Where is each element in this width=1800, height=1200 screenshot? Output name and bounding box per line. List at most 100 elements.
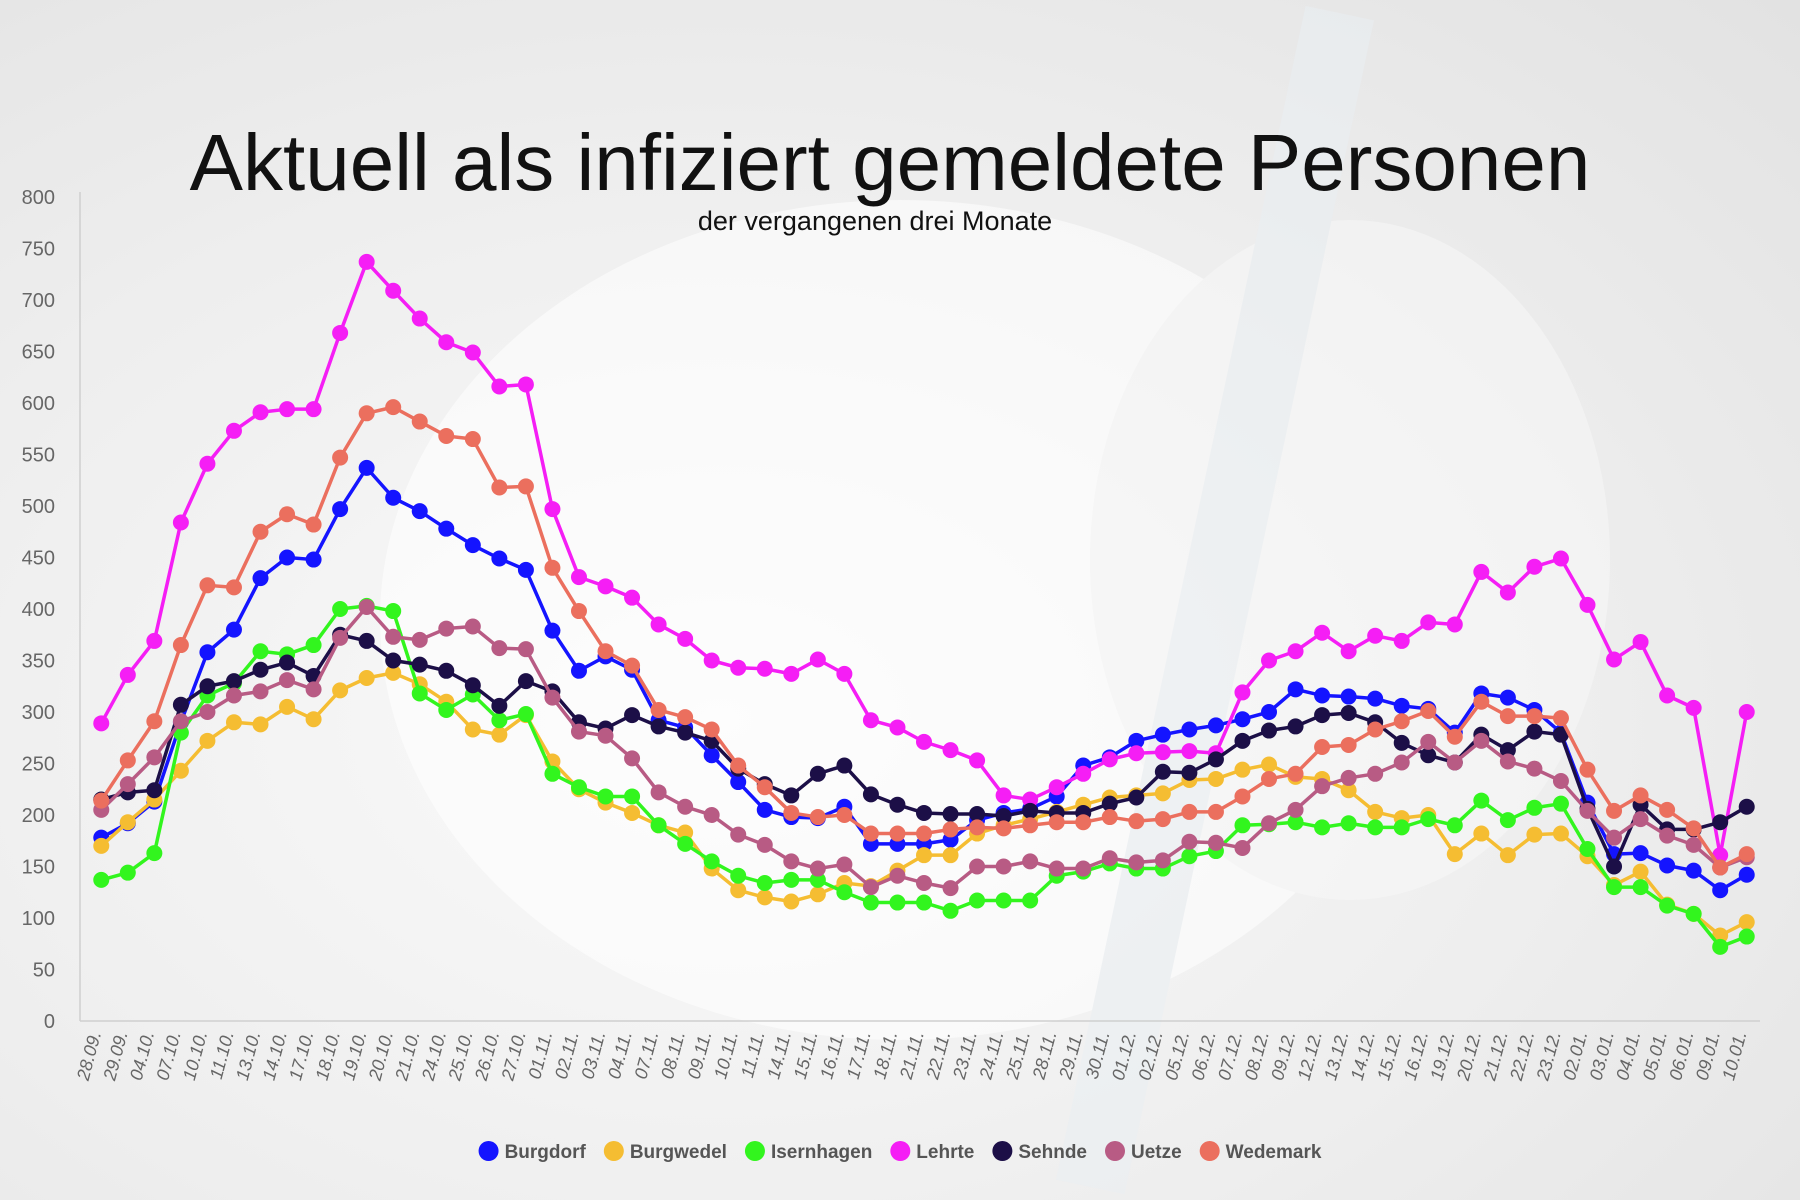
data-point [1340, 688, 1357, 705]
data-point [464, 721, 481, 738]
legend-item-lehrte[interactable]: Lehrte [890, 1141, 974, 1163]
data-point [1128, 789, 1145, 806]
data-point [889, 825, 906, 842]
data-point [172, 762, 189, 779]
legend-item-burgwedel[interactable]: Burgwedel [603, 1141, 727, 1163]
data-point [172, 713, 189, 730]
data-point [1606, 651, 1623, 668]
data-point [570, 662, 587, 679]
data-point [252, 643, 269, 660]
data-point [597, 578, 614, 595]
legend-item-wedemark[interactable]: Wedemark [1199, 1141, 1322, 1163]
series-wedemark [93, 399, 1755, 876]
data-point [836, 665, 853, 682]
data-point [1128, 732, 1145, 749]
data-point [703, 652, 720, 669]
data-point [809, 860, 826, 877]
data-point [1101, 850, 1118, 867]
legend-marker [603, 1141, 624, 1161]
data-point [411, 685, 428, 702]
data-point [1154, 811, 1171, 828]
data-point [1526, 799, 1543, 816]
legend-item-isernhagen[interactable]: Isernhagen [744, 1141, 872, 1163]
data-point [1075, 814, 1092, 831]
data-point [889, 867, 906, 884]
legend-item-sehnde[interactable]: Sehnde [992, 1141, 1087, 1163]
data-point [1393, 697, 1410, 714]
data-point [969, 858, 986, 875]
data-point [1287, 718, 1304, 735]
data-point [650, 817, 667, 834]
data-point [199, 678, 216, 695]
data-point [1499, 847, 1516, 864]
data-point [279, 698, 296, 715]
data-point [172, 696, 189, 713]
series-lehrte [93, 253, 1755, 864]
data-point [1526, 826, 1543, 843]
data-point [1632, 633, 1649, 650]
data-point [1181, 803, 1198, 820]
data-point [1022, 892, 1039, 909]
data-point [517, 706, 534, 723]
data-point [889, 796, 906, 813]
data-point [783, 665, 800, 682]
data-point [756, 889, 773, 906]
data-point [1234, 684, 1251, 701]
y-tick-label: 750 [22, 239, 55, 261]
data-point [1340, 815, 1357, 832]
data-point [570, 569, 587, 586]
y-tick-label: 800 [22, 187, 55, 209]
data-point [93, 837, 110, 854]
data-point [332, 601, 349, 617]
legend-item-uetze[interactable]: Uetze [1105, 1141, 1182, 1163]
data-point [1048, 814, 1065, 831]
data-point [1075, 765, 1092, 782]
data-point [464, 537, 481, 554]
data-point [1314, 707, 1331, 724]
legend-marker [1105, 1141, 1126, 1161]
data-point [1685, 862, 1702, 879]
data-point [1552, 710, 1569, 727]
legend-marker [890, 1141, 911, 1161]
y-tick-label: 350 [22, 651, 55, 673]
data-point [1367, 627, 1384, 644]
data-point [1234, 788, 1251, 805]
data-point [1287, 643, 1304, 660]
data-point [385, 282, 402, 299]
data-point [305, 551, 322, 568]
data-point [783, 871, 800, 888]
data-point [1685, 836, 1702, 853]
y-tick-label: 550 [22, 445, 55, 467]
data-point [544, 689, 561, 706]
legend-label: Burgwedel [630, 1142, 727, 1163]
data-point [438, 334, 455, 351]
data-point [1473, 792, 1490, 809]
data-point [1367, 721, 1384, 738]
data-point [1367, 765, 1384, 782]
data-point [491, 726, 508, 743]
legend-item-burgdorf[interactable]: Burgdorf [478, 1141, 587, 1163]
data-point [544, 765, 561, 782]
data-point [1261, 756, 1278, 773]
data-point [252, 661, 269, 678]
data-point [1181, 764, 1198, 781]
data-point [438, 701, 455, 718]
data-point [1261, 815, 1278, 832]
data-point [1393, 734, 1410, 751]
data-point [1048, 860, 1065, 877]
data-point [1473, 825, 1490, 842]
data-point [995, 808, 1012, 825]
data-point [544, 559, 561, 576]
data-point [597, 727, 614, 744]
data-point [916, 825, 932, 842]
data-point [438, 427, 455, 444]
data-point [809, 651, 826, 668]
data-point [1314, 739, 1331, 756]
data-point [332, 449, 349, 466]
data-point [1287, 681, 1304, 698]
data-point [1075, 860, 1092, 877]
data-point [305, 516, 322, 533]
data-point [1207, 770, 1224, 787]
data-point [1261, 704, 1278, 720]
